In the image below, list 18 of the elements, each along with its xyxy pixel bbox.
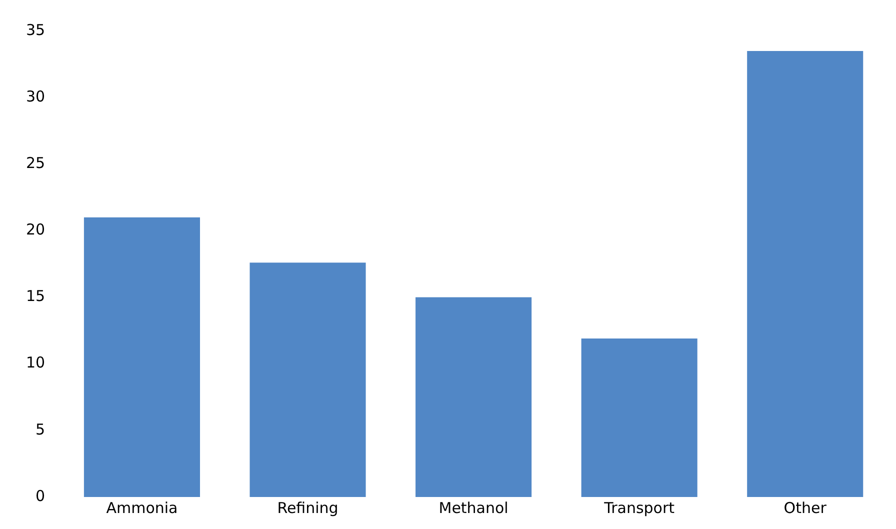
y-tick-label: 10 xyxy=(26,354,46,372)
x-tick-label: Other xyxy=(784,498,828,517)
y-tick-label: 5 xyxy=(36,420,46,438)
y-tick-label: 20 xyxy=(26,220,46,239)
bar xyxy=(84,217,200,497)
y-tick-label: 35 xyxy=(26,20,46,39)
bar xyxy=(581,338,698,497)
bar xyxy=(416,297,532,497)
y-tick-label: 15 xyxy=(26,287,46,306)
y-tick-label: 0 xyxy=(36,486,46,505)
x-tick-label: Ammonia xyxy=(106,498,178,517)
x-tick-label: Methanol xyxy=(438,498,508,517)
x-tick-label: Refining xyxy=(277,498,338,517)
y-tick-label: 30 xyxy=(26,87,46,106)
bar xyxy=(747,50,864,497)
y-tick-label: 25 xyxy=(26,154,46,172)
bar xyxy=(250,262,366,497)
x-tick-label: Transport xyxy=(603,498,675,517)
